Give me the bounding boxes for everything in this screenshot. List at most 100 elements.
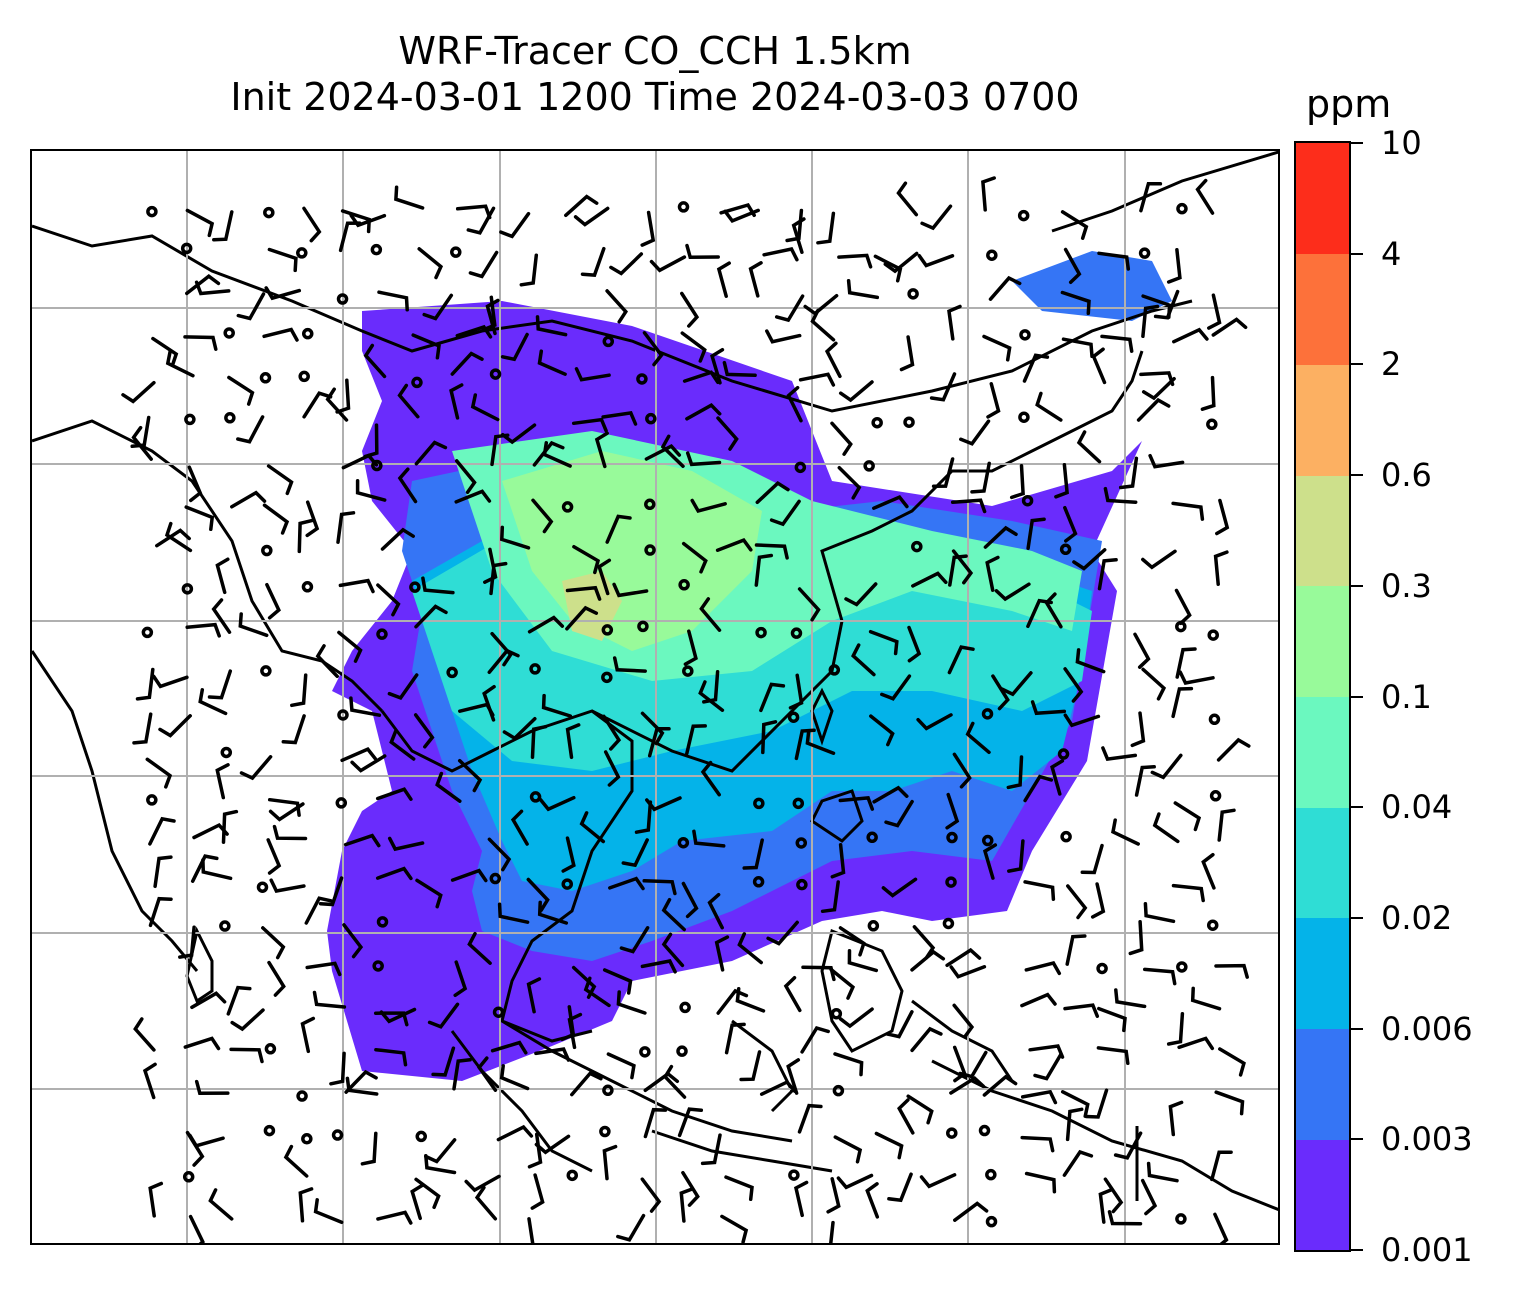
wind-barb (281, 714, 306, 745)
calm-wind-marker (1138, 247, 1151, 259)
wind-barb (602, 968, 633, 995)
wind-barb (375, 866, 413, 881)
wind-barb (1142, 967, 1177, 986)
calm-wind-marker (335, 797, 348, 809)
wind-barb (661, 932, 685, 968)
wind-barb (685, 403, 722, 421)
wind-barb (885, 1010, 914, 1039)
wind-barb (608, 876, 645, 891)
colorbar-segment (1296, 585, 1349, 697)
wind-barb (991, 674, 1010, 711)
wind-barb (699, 597, 722, 632)
wind-barb (896, 181, 919, 217)
calm-wind-marker (1175, 1213, 1187, 1225)
calm-wind-marker (637, 620, 649, 633)
wind-barb (1103, 1177, 1124, 1214)
wind-barb (868, 629, 899, 656)
colorbar-tick (1351, 1138, 1363, 1141)
map-panel[interactable] (30, 149, 1280, 1245)
wind-barb (264, 286, 302, 301)
wind-barb (952, 752, 972, 789)
calm-wind-marker (946, 831, 958, 844)
wind-barb (1134, 765, 1156, 797)
wind-barb (906, 1094, 934, 1125)
wind-barb (1173, 801, 1202, 832)
wind-barb (481, 295, 497, 332)
coastlines (32, 151, 1278, 1212)
calm-wind-marker (753, 797, 765, 810)
wind-barb (470, 393, 500, 422)
wind-barb (538, 795, 576, 812)
wind-barb (215, 763, 230, 800)
wind-barb (477, 1056, 498, 1092)
wind-barb (1063, 1003, 1100, 1018)
wind-barb (435, 771, 462, 803)
calm-wind-marker (566, 1169, 579, 1182)
wind-barb (267, 797, 301, 817)
wind-barb (194, 280, 231, 296)
wind-barb (950, 498, 987, 514)
wind-barb (527, 1132, 543, 1169)
calm-wind-marker (907, 288, 919, 300)
wind-barb (1063, 713, 1101, 728)
calm-wind-marker (871, 416, 883, 429)
wind-barb (642, 879, 677, 896)
map-canvas (32, 151, 1278, 1243)
wind-barb (397, 467, 418, 504)
wind-barb (649, 255, 687, 273)
wind-barb (453, 960, 468, 998)
wind-barb (829, 967, 856, 1000)
calm-wind-marker (529, 663, 541, 675)
wind-barb (212, 210, 234, 242)
wind-barb (1174, 588, 1192, 626)
wind-barb (487, 837, 512, 872)
wind-barb (1214, 963, 1249, 979)
wind-barb (759, 682, 786, 713)
wind-barb (714, 935, 730, 972)
wind-barb (1096, 1046, 1130, 1066)
wind-barb (994, 582, 1031, 602)
wind-barb (541, 693, 573, 718)
wind-barb (884, 799, 914, 828)
colorbar-segment (1296, 917, 1349, 1030)
wind-barb (397, 383, 420, 419)
wind-barb (132, 712, 153, 745)
calm-wind-marker (1060, 830, 1072, 843)
wind-barb (464, 1174, 501, 1193)
wind-barb (226, 985, 252, 1016)
wind-barb (580, 246, 606, 277)
wind-barb (379, 1007, 417, 1024)
wind-barb (1065, 1107, 1084, 1142)
wind-barb (616, 1213, 646, 1242)
wind-barb (737, 932, 763, 965)
calm-wind-marker (1019, 329, 1031, 341)
wind-barb (133, 1017, 156, 1052)
wind-barb (183, 335, 218, 351)
wind-barb (519, 253, 539, 287)
wind-barb (565, 723, 581, 760)
wind-barb (410, 1183, 425, 1221)
wind-barb (846, 278, 880, 300)
wind-barb (455, 324, 493, 339)
wind-barb (830, 842, 846, 879)
wind-barb (616, 990, 647, 1015)
wind-barb (645, 796, 682, 812)
wind-barb (266, 838, 282, 875)
calm-wind-marker (561, 501, 574, 513)
colorbar-tick (1351, 916, 1363, 919)
calm-wind-marker (220, 746, 233, 759)
colorbar-segment (1296, 807, 1349, 919)
wind-barb (931, 457, 955, 488)
colorbar-tick (1351, 695, 1363, 698)
wind-barb (1028, 1044, 1065, 1059)
wind-barb (816, 211, 836, 245)
colorbar-tick-label: 0.02 (1381, 898, 1453, 937)
wind-barb (907, 625, 922, 663)
calm-wind-marker (141, 626, 154, 639)
wind-barb (716, 416, 739, 451)
colorbar-tick (1351, 806, 1363, 809)
colorbar-segment (1296, 1028, 1349, 1140)
wind-barb (499, 525, 531, 550)
wind-barb (1133, 632, 1151, 669)
wind-barb (774, 294, 805, 323)
